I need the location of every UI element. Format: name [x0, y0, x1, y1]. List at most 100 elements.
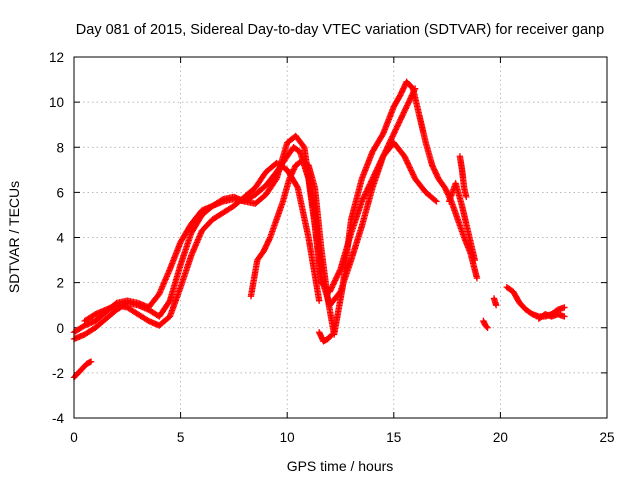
x-tick-label: 5: [177, 430, 185, 445]
data-point-marker: [471, 256, 479, 264]
data-point-marker: [401, 154, 409, 161]
x-axis-label: GPS time / hours: [287, 458, 394, 474]
data-point-marker: [395, 119, 403, 126]
y-tick-label: 4: [56, 231, 64, 246]
data-point-marker: [315, 297, 323, 304]
data-point-marker: [403, 158, 411, 166]
x-tick-label: 10: [280, 430, 295, 445]
y-tick-label: 10: [49, 95, 64, 110]
data-point-marker: [393, 124, 400, 132]
data-point-marker: [492, 301, 500, 309]
data-point-marker: [387, 136, 395, 143]
data-point-marker: [561, 304, 568, 311]
data-point-marker: [483, 323, 490, 330]
series-track-j: [490, 295, 500, 309]
y-tick-label: 0: [56, 321, 64, 336]
data-point-marker: [463, 193, 470, 201]
data-point-marker: [407, 167, 415, 174]
data-point-marker: [387, 137, 394, 144]
data-point-marker: [389, 133, 396, 140]
data-point-marker: [300, 142, 307, 150]
data-point-marker: [360, 193, 368, 201]
data-point-marker: [406, 164, 413, 171]
data-point-marker: [395, 120, 402, 128]
data-point-marker: [410, 172, 417, 180]
data-point-marker: [361, 192, 368, 199]
chart-title: Day 081 of 2015, Sidereal Day-to-day VTE…: [76, 22, 604, 38]
data-point-marker: [331, 277, 339, 284]
x-tick-label: 0: [70, 430, 78, 445]
data-point-marker: [433, 198, 440, 205]
series-track-f: [70, 358, 95, 381]
x-tick-label: 25: [599, 430, 614, 445]
data-point-marker: [401, 106, 409, 113]
series-track-d: [247, 78, 481, 338]
data-point-marker: [397, 116, 404, 123]
y-tick-label: 6: [56, 185, 64, 200]
data-point-marker: [484, 324, 491, 331]
plot-frame: [73, 56, 608, 419]
data-point-marker: [393, 123, 401, 130]
data-point-marker: [359, 196, 366, 204]
data-point-marker: [390, 130, 397, 137]
data-point-marker: [394, 122, 401, 129]
data-point-marker: [87, 358, 95, 365]
series-track-c: [81, 159, 323, 329]
data-point-marker: [330, 279, 338, 287]
data-point-marker: [293, 183, 301, 190]
data-point-marker: [400, 109, 407, 116]
data-point-marker: [334, 271, 342, 278]
data-point-marker: [392, 126, 399, 133]
data-point-marker: [432, 197, 439, 204]
data-point-marker: [408, 168, 415, 175]
data-point-marker: [402, 105, 409, 112]
data-point-marker: [328, 284, 336, 291]
data-point-marker: [405, 162, 413, 170]
data-point-marker: [405, 99, 412, 106]
data-point-marker: [407, 95, 414, 102]
data-point-marker: [399, 112, 406, 119]
data-point-marker: [336, 267, 344, 274]
data-point-marker: [359, 195, 367, 202]
data-point-marker: [389, 131, 397, 139]
data-point-marker: [407, 165, 414, 173]
data-point-marker: [391, 127, 399, 135]
data-point-marker: [397, 115, 405, 122]
y-axis-label: SDTVAR / TECUs: [6, 181, 22, 293]
data-point-marker: [335, 268, 343, 276]
data-point-marker: [403, 103, 410, 111]
data-point-marker: [473, 274, 481, 282]
data-point-marker: [329, 282, 336, 290]
data-point-marker: [401, 107, 408, 115]
series-track-i: [480, 317, 491, 331]
tick-label-layer: 0 5 10 15 20 25 -4 -2 0 2 4 6 8 10 12: [49, 50, 615, 445]
data-point-marker: [405, 98, 413, 105]
data-point-marker: [402, 155, 409, 163]
y-tick-label: 12: [49, 50, 64, 65]
data-point-marker: [165, 298, 173, 306]
data-point-marker: [272, 176, 279, 184]
series-track-e: [315, 329, 336, 345]
data-point-marker: [404, 100, 411, 108]
grid-layer: [73, 56, 608, 419]
data-point-marker: [403, 102, 411, 109]
data-point-marker: [358, 198, 366, 205]
data-point-marker: [363, 186, 371, 194]
data-point-marker: [404, 160, 411, 167]
data-point-marker: [561, 313, 568, 320]
y-tick-label: 8: [56, 140, 64, 155]
data-point-marker: [409, 169, 416, 177]
x-tick-label: 15: [386, 430, 401, 445]
data-point-marker: [333, 272, 341, 280]
data-point-marker: [361, 191, 369, 198]
data-point-marker: [406, 96, 413, 104]
y-tick-label: -4: [52, 411, 64, 426]
x-tick-label: 20: [493, 430, 508, 445]
data-point-marker: [333, 274, 340, 281]
data-point-marker: [391, 129, 398, 136]
y-tick-label: -2: [52, 366, 64, 381]
data-point-marker: [405, 161, 412, 168]
data-point-marker: [364, 185, 372, 192]
data-point-marker: [398, 113, 405, 120]
